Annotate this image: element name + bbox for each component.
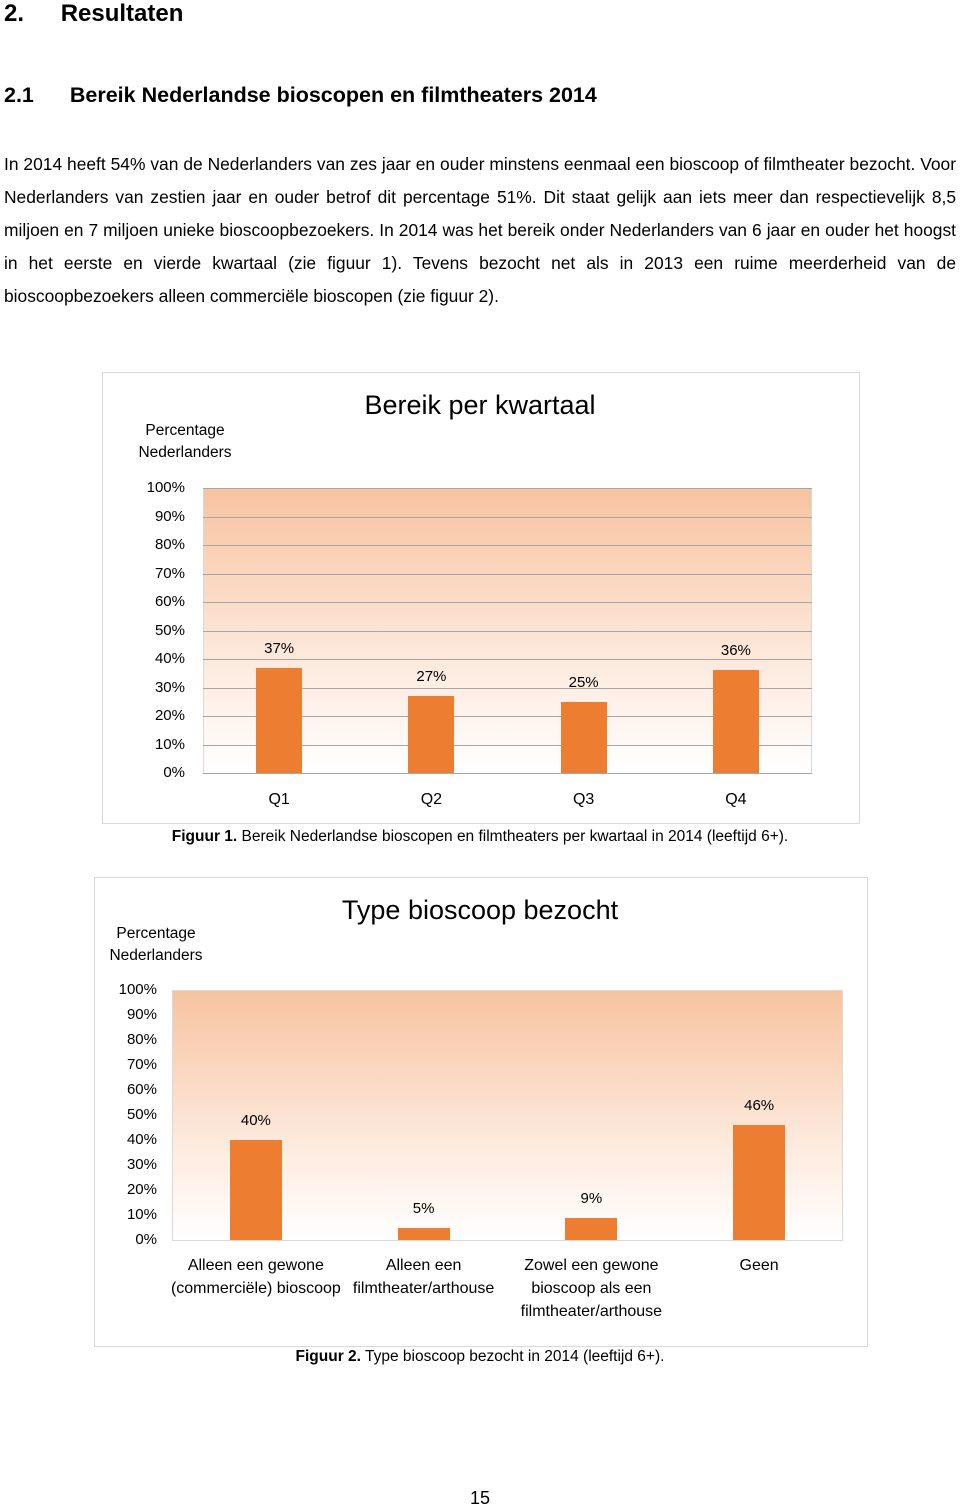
caption-text: Bereik Nederlandse bioscopen en filmthea… — [241, 828, 789, 845]
x-tick-label: Geen — [739, 1257, 779, 1274]
section-heading: 2.1 Bereik Nederlandse bioscopen en film… — [4, 83, 597, 108]
value-label: 25% — [568, 673, 599, 691]
y-tick-label: 30% — [154, 678, 185, 696]
x-tick-label: Alleen een gewone (commerciële) bioscoop — [170, 1257, 341, 1297]
y-tick-label: 0% — [163, 764, 185, 781]
grid-line — [203, 716, 812, 717]
value-label: 37% — [264, 639, 295, 657]
caption-label: Figuur 1. — [171, 828, 238, 845]
y-axis-title: Percentage Nederlanders — [138, 422, 232, 461]
bar — [397, 1227, 450, 1240]
y-tick-label: 0% — [135, 1231, 157, 1248]
y-tick-label: 50% — [154, 621, 185, 639]
y-tick-label: 90% — [154, 507, 185, 525]
bar — [712, 670, 759, 773]
caption: Figuur 1. Bereik Nederlandse bioscopen e… — [0, 828, 960, 846]
caption-label: Figuur 2. — [295, 1348, 361, 1365]
grid-line — [203, 744, 812, 746]
y-tick-label: 60% — [126, 1081, 157, 1098]
caption: Figuur 2. Type bioscoop bezocht in 2014 … — [0, 1348, 960, 1366]
paragraph: In 2014 heeft 54% van de Nederlanders va… — [4, 154, 956, 306]
bar — [733, 1125, 786, 1240]
grid-line — [203, 545, 812, 546]
grid-line — [203, 659, 812, 660]
bar — [229, 1140, 282, 1240]
section-number: 2.1 — [4, 83, 34, 107]
grid-line — [203, 573, 812, 575]
section-text: Bereik Nederlandse bioscopen en filmthea… — [69, 83, 597, 107]
y-tick-label: 100% — [146, 479, 185, 496]
y-tick-label: 40% — [154, 650, 185, 667]
value-label: 46% — [744, 1097, 775, 1114]
bar — [256, 667, 303, 773]
y-tick-label: 40% — [126, 1131, 157, 1148]
caption-text: Type bioscoop bezocht in 2014 (leeftijd … — [365, 1348, 665, 1365]
heading-text: Resultaten — [60, 0, 184, 27]
x-tick-label: Q3 — [572, 791, 595, 808]
x-tick-label: Q2 — [420, 791, 443, 808]
heading-number: 2. — [4, 0, 25, 27]
grid-line — [203, 773, 812, 774]
x-tick-label: Zowel een gewone bioscoop als een filmth… — [520, 1257, 663, 1320]
x-tick-label: Q1 — [268, 791, 290, 808]
chart-title: Bereik per kwartaal — [364, 390, 596, 420]
chart-title: Type bioscoop bezocht — [341, 895, 619, 925]
bar — [565, 1217, 618, 1240]
y-tick-label: 30% — [126, 1156, 157, 1173]
heading: 2. Resultaten — [4, 0, 183, 28]
grid-line — [203, 630, 812, 632]
grid-line — [203, 602, 812, 603]
y-tick-label: 100% — [118, 981, 157, 998]
x-tick-label: Alleen een filmtheater/arthouse — [352, 1257, 495, 1297]
value-label: 5% — [412, 1199, 435, 1217]
value-label: 27% — [416, 668, 447, 686]
y-tick-label: 70% — [154, 564, 185, 582]
grid-line — [203, 516, 812, 518]
y-axis-title: Percentage Nederlanders — [109, 925, 203, 964]
y-tick-label: 10% — [126, 1206, 157, 1223]
value-label: 36% — [720, 642, 751, 660]
y-tick-label: 20% — [154, 707, 185, 724]
bar — [560, 701, 607, 773]
grid-line — [203, 687, 812, 689]
plot-area — [172, 990, 843, 1241]
bar — [408, 696, 455, 773]
y-tick-label: 60% — [154, 593, 185, 610]
y-tick-label: 80% — [154, 536, 185, 553]
value-label: 40% — [240, 1112, 271, 1129]
y-tick-label: 80% — [126, 1031, 157, 1048]
y-tick-label: 50% — [126, 1106, 157, 1123]
value-label: 9% — [580, 1189, 603, 1207]
y-tick-label: 20% — [126, 1181, 157, 1198]
y-tick-label: 70% — [126, 1056, 157, 1073]
y-tick-label: 90% — [126, 1006, 157, 1023]
x-tick-label: Q4 — [725, 791, 747, 808]
y-tick-label: 10% — [154, 735, 185, 753]
page-number: 15 — [469, 1488, 491, 1508]
grid-line — [203, 488, 812, 489]
